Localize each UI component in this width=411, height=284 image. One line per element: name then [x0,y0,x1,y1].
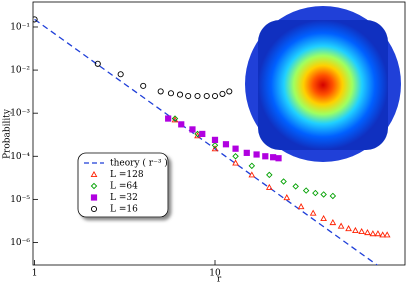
legend-swatch [90,170,98,178]
marker [248,171,256,178]
y-tick-label: 10⁻⁶ [10,238,30,248]
marker [140,82,147,89]
marks [33,16,391,265]
x-tick-label: 10 [209,269,221,279]
legend: theory ( r⁻³ )L =128 L =64L =32 L =16 [77,152,169,218]
y-tick-label: 10⁻⁵ [10,195,30,205]
legend-swatch [90,205,98,213]
marker [185,92,192,100]
marker [379,231,387,238]
marker [178,121,185,128]
legend-label: L =32 [110,193,138,203]
marker [199,130,206,138]
legend-label: L =64 [110,182,138,192]
marker [329,219,337,226]
x-tick-label: 1 [32,269,38,279]
legend-label: L =16 [110,205,138,215]
y-tick-label: 10⁻³ [10,109,30,119]
marker [320,191,327,198]
marker [253,151,260,158]
marker [266,171,273,179]
plot-frame [32,1,406,266]
marker [312,189,319,197]
marker [167,90,175,97]
legend-swatch [90,182,98,190]
inset-image [245,6,401,162]
marker [243,149,250,156]
marker [219,90,226,97]
marker [165,115,172,122]
marker [211,136,219,143]
y-axis-label: Probability [3,108,13,159]
x-axis-label: r [217,275,222,284]
legend-label: L =128 [110,170,144,180]
marker [302,187,310,194]
marker [248,162,256,170]
marker [189,126,196,133]
marker [358,227,366,234]
marker [33,16,38,23]
marker [265,183,273,190]
marker [211,145,219,152]
marker [374,230,382,237]
marker [211,92,219,100]
legend-swatch [90,194,98,201]
marker [176,91,184,98]
marker [262,153,269,160]
marker [171,115,179,122]
y-tick-label: 10⁻¹ [10,22,30,32]
marker [383,231,391,238]
marker [94,60,101,67]
theory-line [34,18,379,265]
marker [232,153,239,160]
marker [369,230,377,237]
marker [320,214,327,222]
marker [232,159,239,166]
marker [280,178,287,185]
marker [364,229,371,236]
marker [203,92,210,100]
legend-label: theory ( r⁻³ ) [110,158,168,169]
marker [283,194,291,201]
marker [222,141,230,148]
marker [211,142,219,149]
marker [309,209,317,216]
y-tick-label: 10⁻⁴ [10,152,30,162]
marker [275,155,282,162]
marker [117,71,124,78]
marker [226,88,233,95]
marker [194,92,201,100]
marker [232,145,239,152]
marker [270,154,277,161]
marker [329,192,337,200]
marker [345,225,352,232]
marker [352,226,359,233]
marker [157,88,164,95]
marker [292,183,299,190]
marker [297,203,305,210]
y-tick-label: 10⁻² [10,66,30,76]
marker [337,222,345,229]
